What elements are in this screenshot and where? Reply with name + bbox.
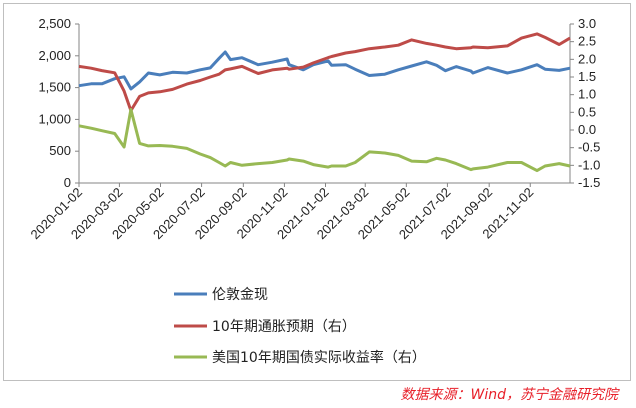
series-line-1 — [78, 50, 571, 91]
y-left-tick-label: 500 — [49, 143, 71, 158]
series-line-2 — [78, 32, 571, 113]
y-right-tick-label: -1.5 — [578, 175, 600, 190]
legend-label-2: 10年期通胀预期（右） — [212, 319, 356, 335]
y-right-tick-label: -0.5 — [578, 140, 600, 155]
legend-label-3: 美国10年期国债实际收益率（右） — [212, 349, 426, 366]
y-right-tick-label: 1.5 — [578, 69, 596, 84]
y-right-tick-label: 3.0 — [578, 16, 596, 31]
y-left-tick-label: 2,000 — [38, 48, 71, 63]
chart-frame: 0 500 1,000 1,500 2,000 2,500 -1.5 -1.0 -0.5 0.0 0… — [3, 3, 631, 381]
y-right-tick-label: 2.0 — [578, 51, 596, 66]
y-left-tick-label: 1,500 — [38, 80, 71, 95]
y-right-tick-label: -1.0 — [578, 157, 600, 172]
y-left-tick-label: 0 — [64, 175, 71, 190]
y-left-tick-label: 2,500 — [38, 16, 71, 31]
y-right-tick-label: 0.0 — [578, 122, 596, 137]
source-note: 数据来源：Wind，苏宁金融研究院 — [400, 387, 619, 403]
y-right-tick-label: 2.5 — [578, 34, 596, 49]
y-right-tick-label: 0.5 — [578, 104, 596, 119]
chart-svg: 0 500 1,000 1,500 2,000 2,500 -1.5 -1.0 -0.5 0.0 0… — [27, 16, 600, 366]
series-line-3 — [78, 108, 571, 173]
y-right-tick-label: 1.0 — [578, 87, 596, 102]
y-left-tick-label: 1,000 — [38, 111, 71, 126]
legend-label-1: 伦敦金现 — [212, 287, 268, 303]
